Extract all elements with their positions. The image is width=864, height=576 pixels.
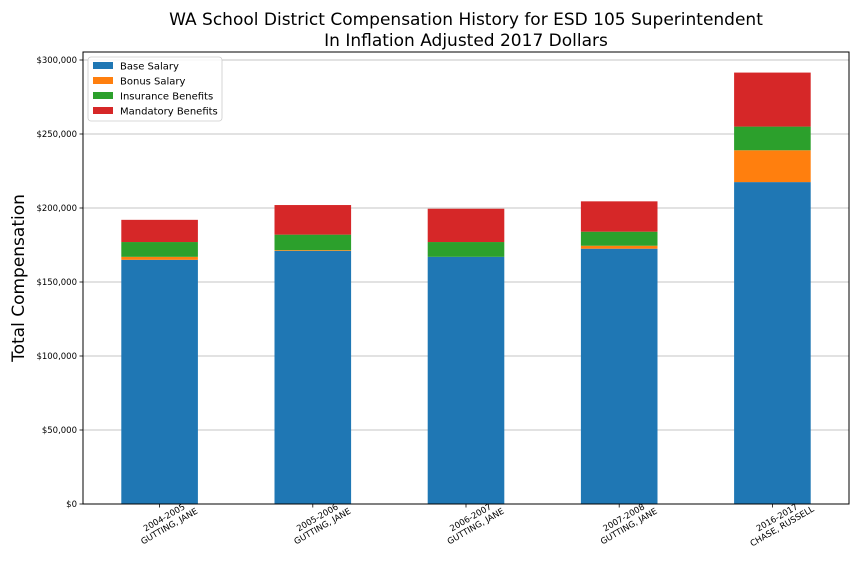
- bar-mandatory-benefits: [121, 219, 198, 243]
- y-tick-label: $300,000: [36, 56, 77, 66]
- bar-mandatory-benefits: [734, 72, 811, 127]
- legend-swatch: [93, 77, 113, 84]
- y-tick-label: $250,000: [36, 130, 77, 140]
- legend-swatch: [93, 107, 113, 114]
- bar-bonus-salary: [274, 250, 352, 251]
- bar-insurance-benefits: [274, 234, 352, 251]
- bar-insurance-benefits: [580, 231, 658, 246]
- bar-mandatory-benefits: [427, 208, 505, 243]
- bars: [121, 72, 811, 504]
- bar-base-salary: [121, 259, 198, 504]
- bar-mandatory-benefits: [580, 201, 658, 232]
- bar-base-salary: [580, 248, 658, 504]
- chart-title: WA School District Compensation History …: [169, 10, 763, 30]
- y-tick-label: $100,000: [36, 352, 77, 362]
- legend-box: [87, 56, 223, 122]
- legend-label: Insurance Benefits: [120, 92, 213, 103]
- bar-bonus-salary: [580, 245, 658, 249]
- bar-base-salary: [734, 182, 811, 504]
- y-tick-label: $200,000: [36, 204, 77, 214]
- chart-subtitle: In Inflation Adjusted 2017 Dollars: [324, 31, 608, 51]
- legend: Base Salary Bonus Salary Insurance Benefit…: [87, 56, 223, 122]
- legend-label: Bonus Salary: [120, 77, 186, 88]
- legend-label: Base Salary: [120, 62, 179, 73]
- bar-insurance-benefits: [427, 242, 505, 257]
- y-axis-ticks: $0 $50,000 $100,000 $150,000 $200,000 $250,00…: [36, 56, 83, 510]
- bar-insurance-benefits: [121, 242, 198, 257]
- bar-base-salary: [427, 256, 505, 504]
- bar-bonus-salary: [121, 256, 198, 260]
- y-tick-label: $150,000: [36, 278, 77, 288]
- y-tick-label: $0: [66, 500, 77, 510]
- bar-bonus-salary: [734, 150, 811, 183]
- y-tick-label: $50,000: [42, 426, 77, 436]
- bar-base-salary: [274, 250, 352, 504]
- bar-insurance-benefits: [734, 126, 811, 151]
- legend-label: Mandatory Benefits: [120, 107, 218, 118]
- bar-mandatory-benefits: [274, 205, 352, 235]
- legend-swatch: [93, 62, 113, 69]
- legend-swatch: [93, 92, 113, 99]
- y-axis-label: Total Compensation: [9, 194, 29, 363]
